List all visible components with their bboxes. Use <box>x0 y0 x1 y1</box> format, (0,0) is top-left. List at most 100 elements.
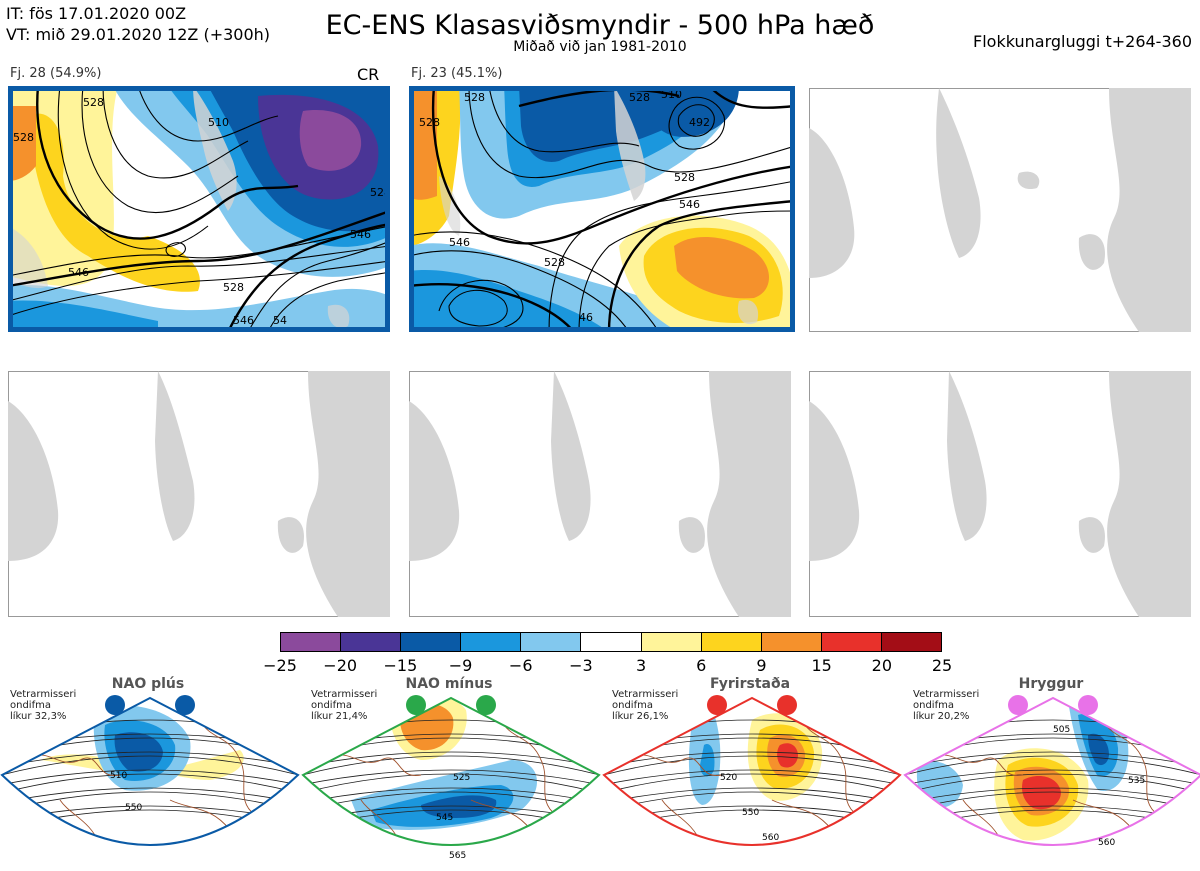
colorbar-tick-label: −3 <box>569 656 593 675</box>
regime-info-line: ondifma <box>612 700 653 711</box>
anomaly-colorbar <box>280 632 942 652</box>
classification-window: Flokkunargluggi t+264-360 <box>973 32 1192 51</box>
contour-label: 565 <box>449 851 466 861</box>
colorbar-segment <box>701 633 762 651</box>
height-contour <box>905 787 1200 806</box>
coastline <box>631 719 858 845</box>
height-contour <box>303 787 599 806</box>
colorbar-segment <box>821 633 882 651</box>
height-contour <box>905 755 1200 779</box>
sector-outline <box>903 696 1200 846</box>
regime-info: Vetrarmisseri ondifma líkur 26,1% <box>612 689 678 722</box>
contour-label: 545 <box>436 813 453 823</box>
colorbar-segment <box>881 633 942 651</box>
anomaly-fill <box>421 795 497 818</box>
height-contour <box>2 805 298 824</box>
greenland-land <box>193 86 237 211</box>
colorbar-tick-label: 20 <box>871 656 892 675</box>
contour-label: 528 <box>629 91 650 104</box>
regime-info-line: líkur 20,2% <box>913 711 970 722</box>
coastline <box>29 719 256 845</box>
positive-anomaly-region <box>28 113 200 292</box>
coastline <box>932 719 1159 845</box>
colorbar-tick-label: 9 <box>756 656 767 675</box>
contour-label: 546 <box>350 228 371 241</box>
height-contours <box>8 86 390 332</box>
contour-label: 510 <box>661 88 682 101</box>
sector-outline <box>0 696 300 846</box>
contour-label: 54 <box>273 314 287 327</box>
regime-marker <box>777 695 797 715</box>
cluster-map-2: 528 510 528 546 546 528 528 46 492 528 <box>409 86 795 332</box>
height-contour <box>604 769 900 788</box>
panel-border <box>409 86 795 332</box>
panel-2-label: Fj. 23 (45.1%) <box>411 66 503 81</box>
strong-positive-anomaly <box>8 106 36 181</box>
contour-label: 492 <box>689 116 710 129</box>
contour-label: 510 <box>208 116 229 129</box>
colorbar-segment <box>341 633 402 651</box>
europe-land <box>327 304 350 328</box>
colorbar-segment <box>761 633 822 651</box>
height-contour <box>303 755 599 779</box>
colorbar-tick-label: −20 <box>323 656 358 675</box>
anomaly-fill <box>700 744 715 777</box>
regime-info-line: ondifma <box>10 700 51 711</box>
colorbar-tick-label: 3 <box>635 656 647 675</box>
anomaly-fill <box>916 761 963 808</box>
height-contour <box>303 773 599 797</box>
anomaly-fill <box>777 743 798 768</box>
regime-marker <box>406 695 426 715</box>
colorbar-segment <box>581 633 642 651</box>
regime-info-line: Vetrarmisseri <box>10 689 77 700</box>
regime-info: Vetrarmisseri ondifma líkur 20,2% <box>913 689 979 722</box>
height-contour <box>604 773 900 797</box>
height-contour <box>2 773 298 797</box>
contour-label: 46 <box>579 311 593 324</box>
anomaly-fill <box>40 750 244 780</box>
height-contour <box>905 719 1200 743</box>
height-contour <box>604 751 900 770</box>
regime-info-line: Vetrarmisseri <box>311 689 378 700</box>
empty-map-4 <box>8 371 390 617</box>
regime-sector-map: 525 545 565 <box>301 695 601 861</box>
contour-label: 528 <box>223 281 244 294</box>
height-contour <box>2 809 298 833</box>
empty-map-6 <box>809 371 1191 617</box>
extreme-negative-anomaly <box>299 110 362 171</box>
panel-1-tag: CR <box>357 65 380 84</box>
contour-label: 525 <box>453 773 470 783</box>
colorbar-tick-label: −25 <box>263 656 297 675</box>
contour-label: 550 <box>125 803 142 813</box>
colorbar-segment <box>641 633 702 651</box>
contour-label: 550 <box>742 808 759 818</box>
colorbar-tick-label: 25 <box>931 656 953 675</box>
height-contour <box>2 755 298 779</box>
colorbar-segment <box>281 633 342 651</box>
regime-info: Vetrarmisseri ondifma líkur 21,4% <box>311 689 377 722</box>
regime-title: NAO mínus <box>405 676 493 692</box>
contour-label: 546 <box>449 236 470 249</box>
regime-info-line: líkur 26,1% <box>612 711 669 722</box>
panel-border <box>8 86 390 332</box>
regime-title: Hryggur <box>1018 676 1084 692</box>
regime-sector-map: 510 550 <box>0 695 300 846</box>
height-contour <box>905 773 1200 797</box>
height-contour <box>303 769 599 788</box>
height-contour <box>303 751 599 770</box>
regime-marker <box>476 695 496 715</box>
contour-label: 546 <box>233 314 254 327</box>
anomaly-fill <box>1013 849 1045 861</box>
regime-marker <box>105 695 125 715</box>
main-contours <box>8 86 390 332</box>
regime-title: NAO plús <box>111 676 185 692</box>
regime-marker <box>707 695 727 715</box>
contour-label: 528 <box>419 116 440 129</box>
regime-info: Vetrarmisseri ondifma líkur 32,3% <box>10 689 76 722</box>
colorbar-segment <box>401 633 462 651</box>
contour-label: 546 <box>679 198 700 211</box>
america-land <box>8 226 48 289</box>
anomaly-fill <box>1022 776 1061 810</box>
height-contour <box>905 751 1200 770</box>
height-contour <box>905 733 1200 752</box>
